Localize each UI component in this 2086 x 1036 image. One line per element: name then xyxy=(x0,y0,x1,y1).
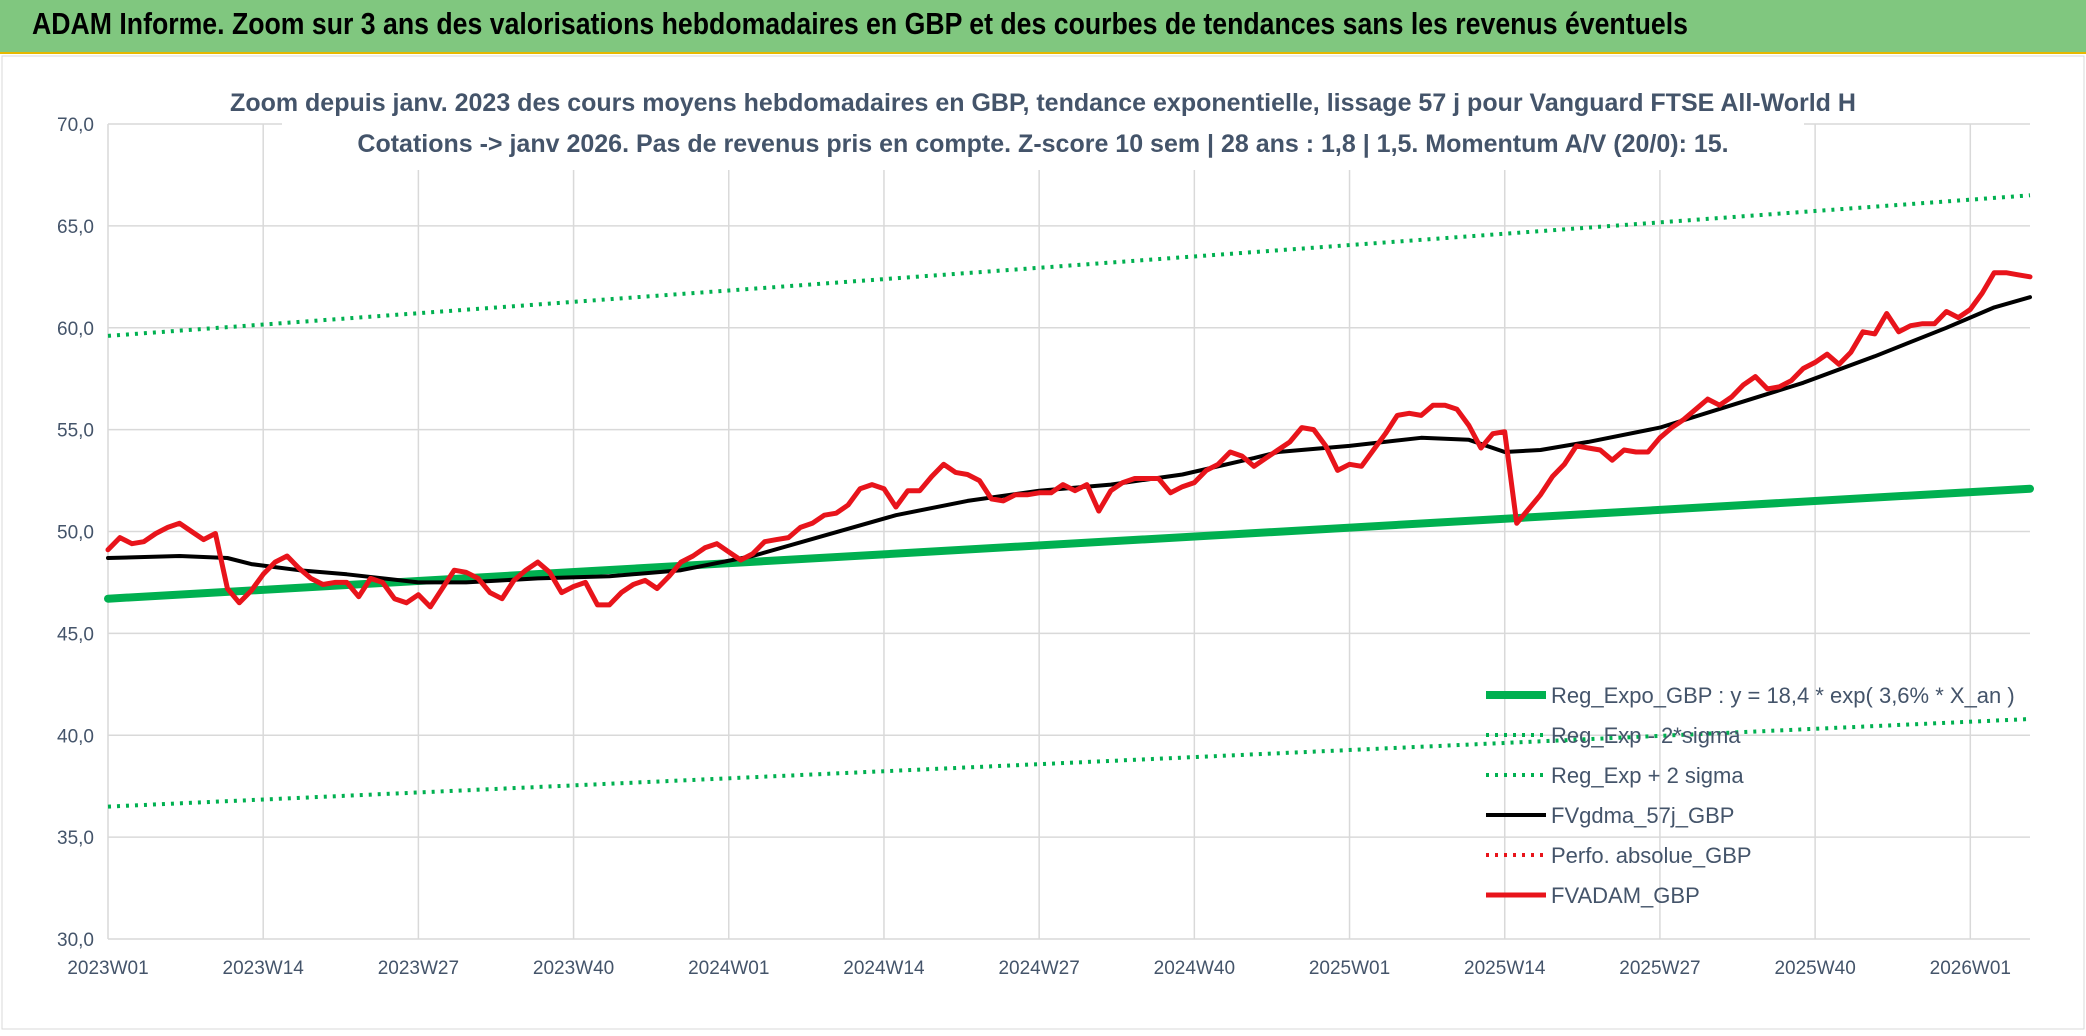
x-tick-label: 2024W14 xyxy=(843,958,925,979)
report-title: ADAM Informe. Zoom sur 3 ans des valoris… xyxy=(32,6,1688,41)
legend-label: FVADAM_GBP xyxy=(1551,883,1700,908)
x-tick-label: 2025W14 xyxy=(1464,958,1546,979)
x-tick-label: 2025W01 xyxy=(1309,958,1390,979)
x-tick-label: 2025W27 xyxy=(1619,958,1700,979)
series-line-1 xyxy=(107,717,2031,809)
x-tick-label: 2025W40 xyxy=(1774,958,1855,979)
series-line-5 xyxy=(105,270,2033,610)
chart-title-line-1: Zoom depuis janv. 2023 des cours moyens … xyxy=(230,89,1856,117)
series-layer xyxy=(104,193,2034,809)
chart-title-line-2: Cotations -> janv 2026. Pas de revenus p… xyxy=(357,130,1728,158)
series-line-2 xyxy=(107,193,2031,338)
x-tick-label: 2023W27 xyxy=(378,958,459,979)
report-banner: ADAM Informe. Zoom sur 3 ans des valoris… xyxy=(0,0,2086,54)
legend-label: FVgdma_57j_GBP xyxy=(1551,803,1734,828)
x-tick-label: 2024W27 xyxy=(998,958,1079,979)
y-tick-label: 50,0 xyxy=(57,523,94,544)
y-tick-label: 45,0 xyxy=(57,624,94,645)
legend-label: Reg_Exp - 2*sigma xyxy=(1551,723,1741,748)
y-tick-label: 65,0 xyxy=(57,217,94,238)
y-tick-label: 70,0 xyxy=(57,115,94,136)
legend-label: Reg_Exp + 2 sigma xyxy=(1551,763,1744,788)
x-tick-label: 2023W14 xyxy=(223,958,305,979)
x-tick-label: 2023W40 xyxy=(533,958,614,979)
x-tick-label: 2026W01 xyxy=(1930,958,2011,979)
x-axis-labels: 2023W01 2023W14 2023W27 2023W40 2024W01 2024W… xyxy=(67,958,2011,979)
x-tick-label: 2023W01 xyxy=(67,958,148,979)
legend-label: Perfo. absolue_GBP xyxy=(1551,843,1752,868)
y-tick-label: 60,0 xyxy=(57,319,94,340)
legend: Reg_Expo_GBP : y = 18,4 * exp( 3,6% * X_… xyxy=(1486,683,2015,908)
series-line-0 xyxy=(104,484,2034,603)
chart-title-block: Zoom depuis janv. 2023 des cours moyens … xyxy=(230,76,1856,170)
legend-label: Reg_Expo_GBP : y = 18,4 * exp( 3,6% * X_… xyxy=(1551,683,2015,708)
x-tick-label: 2024W01 xyxy=(688,958,769,979)
y-tick-label: 30,0 xyxy=(57,930,94,951)
y-tick-label: 55,0 xyxy=(57,421,94,442)
chart-title-background xyxy=(282,76,1804,170)
chart-frame: Zoom depuis janv. 2023 des cours moyens … xyxy=(0,54,2086,1031)
y-axis-labels: 70,0 65,0 60,0 55,0 50,0 45,0 40,0 35,0 30,0 xyxy=(57,115,94,951)
line-chart: Zoom depuis janv. 2023 des cours moyens … xyxy=(1,55,2085,1030)
x-tick-label: 2024W40 xyxy=(1154,958,1235,979)
y-tick-label: 40,0 xyxy=(57,726,94,747)
y-tick-label: 35,0 xyxy=(57,828,94,849)
